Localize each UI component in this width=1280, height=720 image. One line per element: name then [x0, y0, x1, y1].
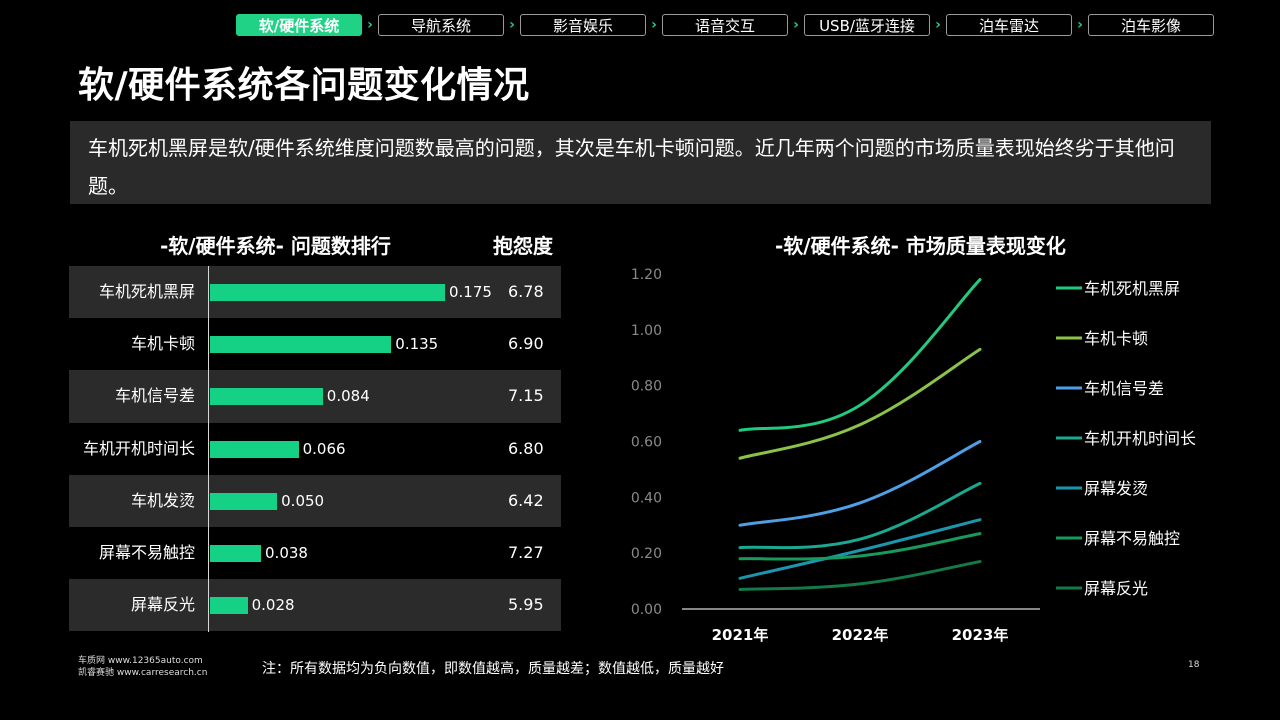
tab-3[interactable]: 语音交互 [662, 14, 788, 36]
rank-category-label: 车机信号差 [114, 386, 195, 406]
y-tick-label: 1.20 [631, 267, 662, 283]
footer-source: 车质网 www.12365auto.com 凯睿赛驰 www.carresear… [78, 655, 207, 679]
rank-chart: 车机死机黑屏 0.175 6.78 车机卡顿 0.135 6.90 车机信号差 0.084 7.… [69, 266, 561, 632]
rank-chart-title: -软/硬件系统- 问题数排行 [160, 234, 391, 258]
tab-0[interactable]: 软/硬件系统 [236, 14, 362, 36]
line-chart-title: -软/硬件系统- 市场质量表现变化 [775, 234, 1066, 258]
rank-row: 车机卡顿 0.135 6.90 [69, 318, 561, 370]
legend-label: 屏幕发烫 [1084, 479, 1148, 498]
chevron-right-icon: › [367, 17, 373, 33]
complaint-degree-value: 6.90 [508, 334, 544, 354]
rank-bar [210, 388, 323, 406]
y-tick-label: 0.20 [631, 546, 662, 562]
rank-category-label: 屏幕反光 [130, 595, 195, 615]
complaint-degree-value: 7.27 [508, 542, 544, 562]
chevron-right-icon: › [935, 17, 941, 33]
y-tick-label: 1.00 [631, 323, 662, 339]
rank-row: 车机信号差 0.084 7.15 [69, 370, 561, 423]
rank-category-label: 车机开机时间长 [82, 438, 195, 458]
legend-label: 车机死机黑屏 [1084, 279, 1180, 298]
footer-source-line1: 车质网 www.12365auto.com [78, 656, 203, 666]
complaint-degree-value: 5.95 [508, 595, 544, 615]
page-title: 软/硬件系统各问题变化情况 [78, 65, 530, 106]
complaint-degree-value: 6.80 [508, 438, 544, 458]
series-line [738, 278, 982, 432]
rank-axis-line [208, 266, 209, 632]
series-line [738, 347, 982, 460]
series-line [738, 481, 982, 550]
chevron-right-icon: › [651, 17, 657, 33]
y-tick-label: 0.40 [631, 490, 662, 506]
y-tick-label: 0.00 [631, 602, 662, 618]
rank-bar [210, 544, 262, 562]
tab-2[interactable]: 影音娱乐 [520, 14, 646, 36]
legend-label: 车机信号差 [1084, 379, 1164, 398]
x-tick-label: 2021年 [712, 626, 769, 644]
y-tick-label: 0.60 [631, 435, 662, 451]
rank-row: 车机开机时间长 0.066 6.80 [69, 423, 561, 475]
rank-bar [210, 336, 392, 354]
rank-category-label: 车机发烫 [130, 490, 195, 510]
rank-bar [210, 284, 445, 301]
rank-value-label: 0.050 [281, 491, 325, 510]
legend-label: 车机开机时间长 [1084, 429, 1196, 448]
rank-value-label: 0.084 [326, 387, 370, 406]
rank-row: 车机死机黑屏 0.175 6.78 [69, 266, 561, 319]
series-line [738, 532, 982, 561]
rank-bar [210, 597, 248, 615]
legend-label: 屏幕反光 [1084, 579, 1148, 598]
rank-category-label: 车机死机黑屏 [98, 282, 195, 301]
chevron-right-icon: › [1077, 17, 1083, 33]
rank-value-label: 0.175 [449, 283, 492, 301]
series-line [738, 560, 982, 591]
rank-value-label: 0.028 [251, 596, 295, 615]
rank-row: 屏幕不易触控 0.038 7.27 [69, 527, 561, 579]
series-line [738, 440, 982, 527]
rank-category-label: 屏幕不易触控 [98, 542, 195, 562]
series-line [738, 518, 982, 580]
top-nav: 软/硬件系统 › 导航系统 › 影音娱乐 › 语音交互 › USB/蓝牙连接 › 泊车雷达 › 泊车影像 [236, 13, 1214, 37]
rank-bar [210, 440, 299, 458]
complaint-degree-value: 6.78 [508, 282, 544, 301]
summary-text: 车机死机黑屏是软/硬件系统维度问题数最高的问题，其次是车机卡顿问题。近几年两个问… [70, 121, 1211, 204]
rank-category-label: 车机卡顿 [130, 334, 195, 354]
rank-row: 屏幕反光 0.028 5.95 [69, 579, 561, 632]
rank-value-label: 0.066 [302, 439, 346, 458]
line-chart: 0.00 0.20 0.40 0.60 0.80 1.00 1.20 2021年 2022年 20… [631, 267, 1196, 644]
footer-source-line2: 凯睿赛驰 www.carresearch.cn [78, 668, 208, 678]
chevron-right-icon: › [793, 17, 799, 33]
tab-1[interactable]: 导航系统 [378, 14, 504, 36]
chevron-right-icon: › [509, 17, 515, 33]
page-number: 18 [1188, 660, 1200, 670]
rank-bar [210, 492, 278, 510]
legend-label: 车机卡顿 [1084, 329, 1148, 348]
complaint-header: 抱怨度 [493, 234, 553, 258]
complaint-degree-value: 6.42 [508, 490, 544, 510]
x-tick-label: 2023年 [952, 626, 1009, 644]
tab-4[interactable]: USB/蓝牙连接 [804, 14, 930, 36]
complaint-degree-value: 7.15 [508, 386, 544, 406]
y-tick-label: 0.80 [631, 379, 662, 395]
x-tick-label: 2022年 [832, 626, 889, 644]
tab-6[interactable]: 泊车影像 [1088, 14, 1214, 36]
footer-note: 注：所有数据均为负向数值，即数值越高，质量越差；数值越低，质量越好 [262, 661, 724, 677]
rank-value-label: 0.135 [395, 335, 439, 354]
rank-row: 车机发烫 0.050 6.42 [69, 474, 561, 527]
rank-value-label: 0.038 [265, 543, 308, 562]
tab-5[interactable]: 泊车雷达 [946, 14, 1072, 36]
legend-label: 屏幕不易触控 [1084, 529, 1180, 548]
